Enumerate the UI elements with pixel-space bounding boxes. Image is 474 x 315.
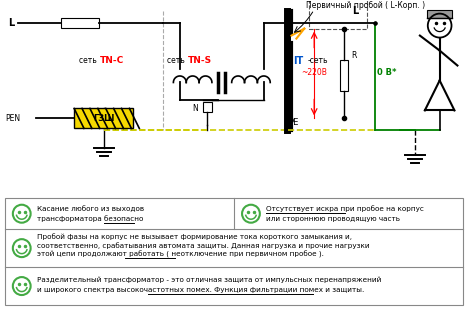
Bar: [427, 10, 453, 18]
Text: TN-S: TN-S: [188, 56, 212, 65]
Text: трансформатора безопасно: трансформатора безопасно: [36, 215, 143, 222]
Bar: [74, 108, 133, 129]
Text: PE: PE: [289, 118, 299, 127]
Bar: [61, 18, 99, 28]
Text: Разделительный трансформатор - это отличная защита от импульсных перенапряжений: Разделительный трансформатор - это отлич…: [36, 277, 381, 283]
Text: -сеть: -сеть: [307, 56, 328, 65]
Text: этой цепи продолжают работать ( неотключение при первичном пробое ).: этой цепи продолжают работать ( неотключ…: [36, 250, 323, 258]
Text: ~220В: ~220В: [301, 68, 327, 77]
Text: TN-C: TN-C: [100, 56, 124, 65]
Text: L: L: [352, 6, 358, 16]
Text: ГЗШ: ГЗШ: [93, 114, 114, 123]
Text: или стороннюю проводящую часть: или стороннюю проводящую часть: [266, 216, 400, 222]
Text: Первичный пробой ( L-Корп. ): Первичный пробой ( L-Корп. ): [306, 1, 425, 10]
Text: IT: IT: [293, 55, 304, 66]
Text: сеть: сеть: [167, 56, 187, 65]
Text: PEN: PEN: [5, 114, 20, 123]
Text: N: N: [192, 104, 199, 113]
Text: Касание любого из выходов: Касание любого из выходов: [36, 205, 144, 212]
Bar: [340, 60, 348, 91]
Text: и широкого спектра высокочастотных помех. Функция фильтрации помех и защиты.: и широкого спектра высокочастотных помех…: [36, 287, 364, 293]
Text: сеть: сеть: [79, 56, 99, 65]
Bar: [202, 102, 212, 112]
Text: Пробой фазы на корпус не вызывает формирование тока короткого замыкания и,: Пробой фазы на корпус не вызывает формир…: [36, 233, 352, 240]
Text: соответственно, срабатывания автомата защиты. Данная нагрузка и прочие нагрузки: соответственно, срабатывания автомата за…: [36, 242, 369, 249]
Text: 0 В*: 0 В*: [377, 68, 397, 77]
Text: L: L: [8, 18, 14, 28]
Bar: [5, 198, 464, 305]
Bar: [309, 0, 366, 29]
Text: R: R: [352, 51, 357, 60]
Text: Отсутствует искра при пробое на корпус: Отсутствует искра при пробое на корпус: [266, 205, 424, 212]
